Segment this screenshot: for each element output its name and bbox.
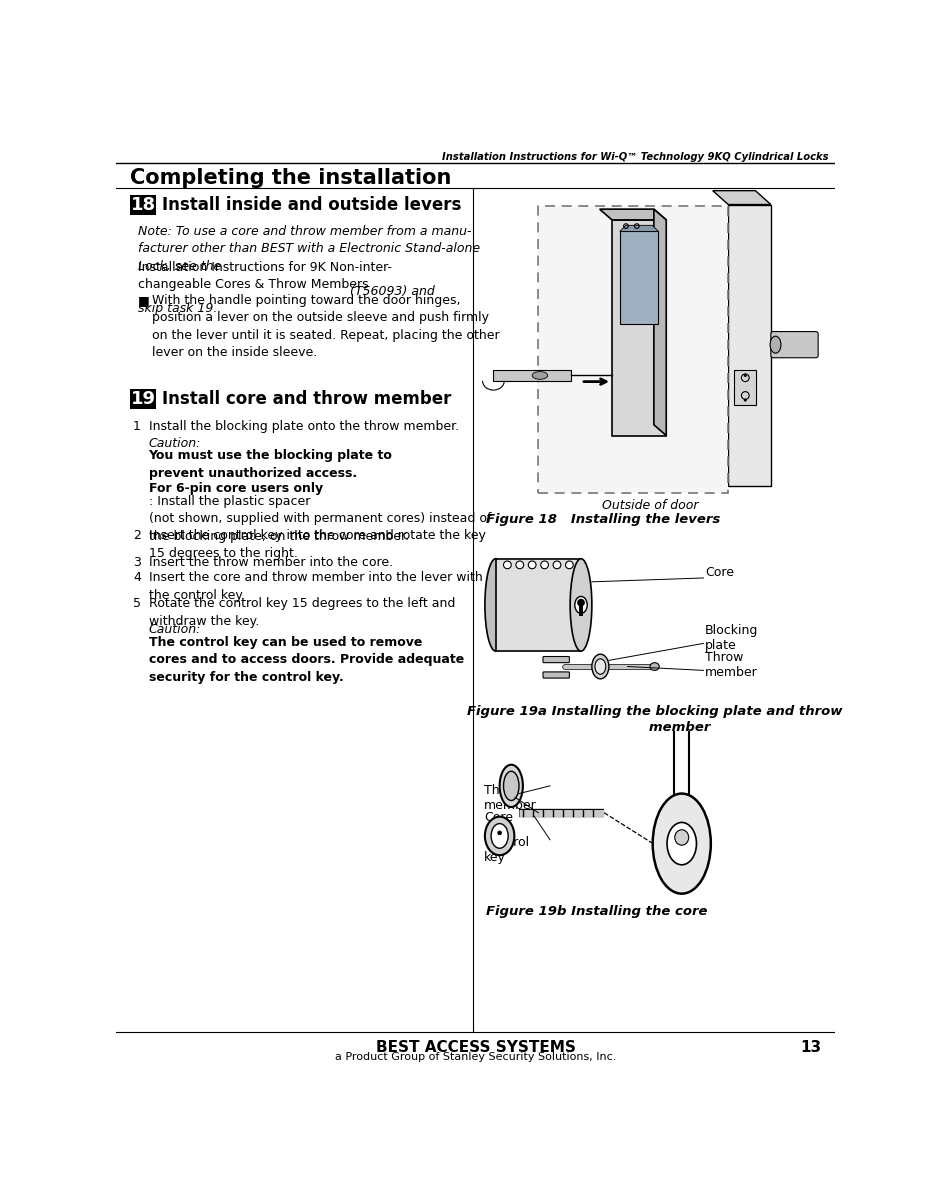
Ellipse shape xyxy=(499,765,522,807)
Bar xyxy=(130,195,156,216)
Polygon shape xyxy=(654,210,666,436)
Text: Rotate the control key 15 degrees to the left and
withdraw the key.: Rotate the control key 15 degrees to the… xyxy=(148,597,454,628)
Bar xyxy=(728,205,770,486)
Ellipse shape xyxy=(569,559,591,651)
Text: Caution:: Caution: xyxy=(148,623,201,636)
Text: 19: 19 xyxy=(131,391,156,409)
Bar xyxy=(538,206,728,493)
Ellipse shape xyxy=(485,817,514,855)
Polygon shape xyxy=(619,225,658,231)
Circle shape xyxy=(743,399,746,401)
Text: Throw
member: Throw member xyxy=(484,785,537,812)
Text: Install the blocking plate onto the throw member.: Install the blocking plate onto the thro… xyxy=(148,420,458,434)
Text: Figure 19b Installing the core: Figure 19b Installing the core xyxy=(486,905,707,918)
Polygon shape xyxy=(599,210,666,220)
Circle shape xyxy=(497,830,502,835)
Text: (T56093) and
skip task 19.: (T56093) and skip task 19. xyxy=(137,285,434,316)
Ellipse shape xyxy=(652,793,710,893)
Circle shape xyxy=(743,374,746,378)
Text: Install core and throw member: Install core and throw member xyxy=(162,391,451,409)
Bar xyxy=(493,370,570,381)
Ellipse shape xyxy=(667,823,696,865)
Text: With the handle pointing toward the door hinges,
position a lever on the outside: With the handle pointing toward the door… xyxy=(151,294,499,360)
Ellipse shape xyxy=(769,336,781,353)
Bar xyxy=(733,370,756,405)
Text: Insert the control key into the core and rotate the key
15 degrees to the right.: Insert the control key into the core and… xyxy=(148,530,485,560)
Text: The control key can be used to remove
cores and to access doors. Provide adequat: The control key can be used to remove co… xyxy=(148,636,463,684)
FancyBboxPatch shape xyxy=(770,331,818,357)
Bar xyxy=(619,231,658,324)
Text: : Install the plastic spacer
(not shown, supplied with permanent cores) instead : : Install the plastic spacer (not shown,… xyxy=(148,494,490,543)
Text: Figure 18   Installing the levers: Figure 18 Installing the levers xyxy=(486,512,720,525)
FancyBboxPatch shape xyxy=(542,672,569,678)
Text: 5: 5 xyxy=(133,597,141,610)
Text: BEST ACCESS SYSTEMS: BEST ACCESS SYSTEMS xyxy=(375,1040,575,1055)
Text: Install inside and outside levers: Install inside and outside levers xyxy=(162,195,462,213)
Text: 1: 1 xyxy=(133,420,141,434)
Circle shape xyxy=(515,561,523,569)
Text: 2: 2 xyxy=(133,530,141,542)
Text: Insert the throw member into the core.: Insert the throw member into the core. xyxy=(148,556,392,568)
Ellipse shape xyxy=(674,830,688,846)
Text: a Product Group of Stanley Security Solutions, Inc.: a Product Group of Stanley Security Solu… xyxy=(335,1052,616,1061)
Text: For 6-pin core users only: For 6-pin core users only xyxy=(148,481,323,494)
Text: 13: 13 xyxy=(799,1040,820,1055)
Circle shape xyxy=(540,561,548,569)
FancyBboxPatch shape xyxy=(542,656,569,662)
Ellipse shape xyxy=(591,654,608,679)
Ellipse shape xyxy=(531,372,547,379)
Text: 18: 18 xyxy=(131,195,156,213)
Text: Installation Instructions for Wi-Q™ Technology 9KQ Cylindrical Locks: Installation Instructions for Wi-Q™ Tech… xyxy=(442,152,828,162)
Text: Figure 19a Installing the blocking plate and throw
           member: Figure 19a Installing the blocking plate… xyxy=(466,705,841,734)
Text: Caution:: Caution: xyxy=(148,437,201,450)
Text: Core: Core xyxy=(705,566,733,579)
Bar xyxy=(578,606,583,616)
Text: Completing the installation: Completing the installation xyxy=(130,168,451,187)
Text: Note: To use a core and throw member from a manu-
facturer other than BEST with : Note: To use a core and throw member fro… xyxy=(137,225,479,273)
Ellipse shape xyxy=(594,659,605,674)
Ellipse shape xyxy=(503,772,518,800)
Text: Insert the core and throw member into the lever with
the control key.: Insert the core and throw member into th… xyxy=(148,570,482,601)
Circle shape xyxy=(503,561,511,569)
Text: Outside of door: Outside of door xyxy=(602,499,698,512)
Ellipse shape xyxy=(485,559,506,651)
Bar xyxy=(611,220,666,436)
Text: Blocking
plate: Blocking plate xyxy=(705,624,757,651)
Text: Control
key: Control key xyxy=(484,836,528,863)
Bar xyxy=(130,389,156,410)
Text: You must use the blocking plate to
prevent unauthorized access.: You must use the blocking plate to preve… xyxy=(148,449,392,480)
Circle shape xyxy=(565,561,573,569)
Text: 3: 3 xyxy=(133,556,141,568)
Text: 4: 4 xyxy=(133,570,141,584)
Ellipse shape xyxy=(574,597,587,613)
Text: ■: ■ xyxy=(137,294,149,307)
Ellipse shape xyxy=(649,662,658,671)
Text: Core: Core xyxy=(484,811,513,824)
Polygon shape xyxy=(712,191,770,205)
Bar xyxy=(495,559,580,651)
Text: Installation Instructions for 9K Non-inter-
changeable Cores & Throw Members: Installation Instructions for 9K Non-int… xyxy=(137,261,391,292)
Text: Throw
member: Throw member xyxy=(705,651,757,679)
Ellipse shape xyxy=(490,824,508,848)
Circle shape xyxy=(527,561,536,569)
Circle shape xyxy=(577,599,584,606)
Circle shape xyxy=(552,561,560,569)
